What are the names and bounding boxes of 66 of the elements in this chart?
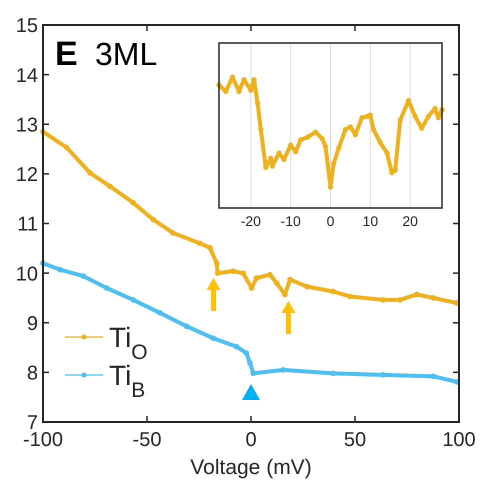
point bbox=[336, 145, 342, 150]
chart-title: E bbox=[55, 35, 78, 73]
point bbox=[342, 126, 348, 132]
point bbox=[64, 144, 70, 150]
x-tick-label: 0 bbox=[326, 213, 335, 229]
point bbox=[254, 275, 260, 281]
point bbox=[87, 170, 93, 176]
y-tick-label: 12 bbox=[16, 164, 38, 186]
point bbox=[430, 295, 436, 301]
y-tick-label: 9 bbox=[26, 312, 38, 335]
y-tick-label: 15 bbox=[16, 15, 38, 38]
y-tick-label: 10 bbox=[16, 263, 38, 286]
point bbox=[330, 288, 336, 294]
x-tick-label: -20 bbox=[240, 213, 262, 229]
point bbox=[130, 200, 136, 206]
point bbox=[157, 310, 163, 316]
point bbox=[331, 160, 336, 166]
point bbox=[320, 136, 325, 142]
point bbox=[255, 100, 260, 106]
point bbox=[412, 114, 418, 119]
point bbox=[287, 276, 293, 282]
point bbox=[312, 129, 318, 135]
point bbox=[247, 360, 253, 366]
point bbox=[240, 270, 246, 276]
point bbox=[426, 114, 432, 119]
point bbox=[80, 273, 86, 279]
point bbox=[234, 344, 240, 350]
point bbox=[397, 297, 403, 303]
point bbox=[130, 297, 136, 303]
point bbox=[207, 245, 213, 251]
x-tick-label: 50 bbox=[344, 429, 366, 451]
y-tick-label: 8 bbox=[26, 362, 38, 385]
point bbox=[210, 335, 216, 341]
point bbox=[304, 134, 310, 140]
point bbox=[298, 137, 304, 143]
x-tick-label: -100 bbox=[22, 429, 64, 451]
point bbox=[347, 294, 353, 300]
point bbox=[398, 118, 403, 123]
x-tick-label: 20 bbox=[402, 213, 418, 229]
point bbox=[378, 140, 383, 146]
point bbox=[104, 285, 110, 291]
point bbox=[150, 216, 156, 222]
point bbox=[107, 183, 113, 190]
point bbox=[197, 240, 203, 246]
y-tick-label: 13 bbox=[16, 114, 38, 136]
point bbox=[430, 374, 436, 380]
point bbox=[230, 268, 236, 274]
x-tick-label: -10 bbox=[280, 213, 302, 229]
y-tick-label: 11 bbox=[17, 214, 38, 236]
point bbox=[414, 292, 420, 298]
point bbox=[244, 350, 250, 356]
point bbox=[384, 150, 390, 156]
x-tick-label: 0 bbox=[245, 429, 257, 451]
y-tick-label: 14 bbox=[16, 64, 38, 87]
x-tick-label: 100 bbox=[442, 429, 476, 451]
point bbox=[184, 323, 190, 330]
point bbox=[214, 260, 220, 266]
point bbox=[267, 272, 273, 278]
x-tick-label: 10 bbox=[362, 213, 378, 229]
point bbox=[57, 266, 63, 272]
x-axis-title: Voltage (mV) bbox=[190, 456, 312, 479]
point bbox=[359, 115, 365, 120]
point bbox=[170, 230, 176, 236]
x-tick-label: -50 bbox=[132, 429, 162, 451]
chart-subtitle: 3ML bbox=[95, 36, 158, 72]
point bbox=[274, 280, 280, 286]
